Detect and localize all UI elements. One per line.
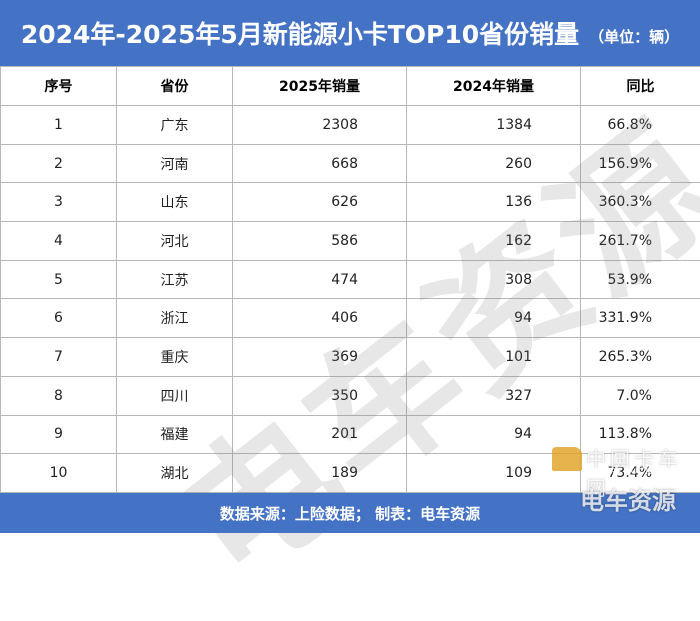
cell-2024-sales: 136 (407, 183, 581, 222)
col-header-yoy: 同比 (581, 67, 700, 106)
cell-2024-sales: 260 (407, 144, 581, 183)
cell-rank: 5 (1, 260, 117, 299)
cell-province: 河北 (117, 222, 233, 261)
title-bar: 2024年-2025年5月新能源小卡TOP10省份销量 （单位：辆） (0, 0, 700, 66)
cell-2025-sales: 474 (233, 260, 407, 299)
cell-rank: 9 (1, 415, 117, 454)
col-header-province: 省份 (117, 67, 233, 106)
table-row: 4 河北 586 162 261.7% (1, 222, 700, 261)
cell-yoy: 156.9% (581, 144, 700, 183)
cell-rank: 2 (1, 144, 117, 183)
table-row: 8 四川 350 327 7.0% (1, 376, 700, 415)
cell-2025-sales: 406 (233, 299, 407, 338)
cell-2024-sales: 94 (407, 299, 581, 338)
table-row: 1 广东 2308 1384 66.8% (1, 106, 700, 145)
table-row: 3 山东 626 136 360.3% (1, 183, 700, 222)
cell-2024-sales: 109 (407, 454, 581, 493)
cell-yoy: 53.9% (581, 260, 700, 299)
cell-yoy: 113.8% (581, 415, 700, 454)
cell-2025-sales: 201 (233, 415, 407, 454)
cell-2024-sales: 1384 (407, 106, 581, 145)
cell-yoy: 73.4% (581, 454, 700, 493)
table-row: 5 江苏 474 308 53.9% (1, 260, 700, 299)
table-row: 9 福建 201 94 113.8% (1, 415, 700, 454)
cell-province: 福建 (117, 415, 233, 454)
cell-rank: 1 (1, 106, 117, 145)
cell-2024-sales: 308 (407, 260, 581, 299)
unit-label: （单位：辆） (589, 26, 679, 47)
cell-2024-sales: 101 (407, 338, 581, 377)
cell-2025-sales: 189 (233, 454, 407, 493)
cell-2025-sales: 369 (233, 338, 407, 377)
cell-rank: 7 (1, 338, 117, 377)
cell-province: 山东 (117, 183, 233, 222)
cell-yoy: 66.8% (581, 106, 700, 145)
cell-rank: 3 (1, 183, 117, 222)
footer-source: 数据来源：上险数据； 制表：电车资源 (0, 493, 700, 533)
page-title: 2024年-2025年5月新能源小卡TOP10省份销量 (21, 15, 579, 51)
cell-yoy: 261.7% (581, 222, 700, 261)
cell-2025-sales: 626 (233, 183, 407, 222)
cell-2024-sales: 94 (407, 415, 581, 454)
cell-2024-sales: 327 (407, 376, 581, 415)
cell-2024-sales: 162 (407, 222, 581, 261)
table-row: 2 河南 668 260 156.9% (1, 144, 700, 183)
cell-2025-sales: 2308 (233, 106, 407, 145)
cell-2025-sales: 668 (233, 144, 407, 183)
cell-province: 重庆 (117, 338, 233, 377)
table-header-row: 序号 省份 2025年销量 2024年销量 同比 (1, 67, 700, 106)
cell-rank: 6 (1, 299, 117, 338)
table-row: 7 重庆 369 101 265.3% (1, 338, 700, 377)
cell-province: 广东 (117, 106, 233, 145)
cell-rank: 10 (1, 454, 117, 493)
sales-table: 序号 省份 2025年销量 2024年销量 同比 1 广东 2308 1384 … (0, 66, 700, 493)
cell-province: 江苏 (117, 260, 233, 299)
cell-rank: 8 (1, 376, 117, 415)
cell-yoy: 7.0% (581, 376, 700, 415)
cell-province: 河南 (117, 144, 233, 183)
cell-yoy: 331.9% (581, 299, 700, 338)
col-header-2024-sales: 2024年销量 (407, 67, 581, 106)
cell-2025-sales: 586 (233, 222, 407, 261)
cell-province: 浙江 (117, 299, 233, 338)
cell-yoy: 265.3% (581, 338, 700, 377)
cell-province: 四川 (117, 376, 233, 415)
col-header-2025-sales: 2025年销量 (233, 67, 407, 106)
cell-yoy: 360.3% (581, 183, 700, 222)
cell-rank: 4 (1, 222, 117, 261)
table-row: 10 湖北 189 109 73.4% (1, 454, 700, 493)
cell-2025-sales: 350 (233, 376, 407, 415)
col-header-rank: 序号 (1, 67, 117, 106)
cell-province: 湖北 (117, 454, 233, 493)
table-row: 6 浙江 406 94 331.9% (1, 299, 700, 338)
